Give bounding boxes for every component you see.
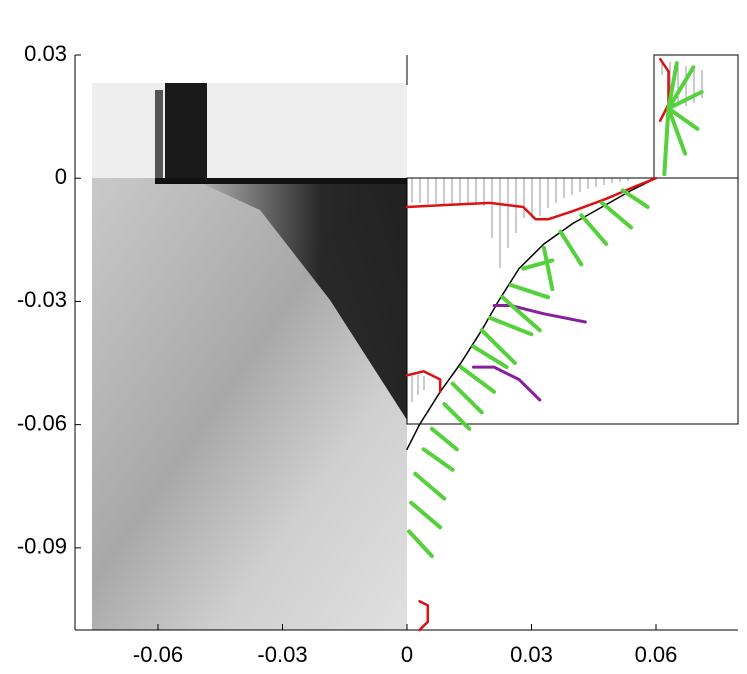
y-tick-label: 0.03 <box>24 41 67 66</box>
series-line <box>406 177 657 451</box>
series-line <box>407 61 704 559</box>
y-tick-label: -0.03 <box>17 287 67 312</box>
x-tick-label: 0.06 <box>635 642 678 667</box>
series-line <box>471 304 587 402</box>
photograph <box>92 83 407 630</box>
profiles <box>411 60 703 402</box>
x-tick-label: -0.06 <box>133 642 183 667</box>
y-tick-label: 0 <box>55 164 67 189</box>
y-tick-label: -0.06 <box>17 410 67 435</box>
series-line <box>405 57 670 632</box>
x-tick-label: 0.03 <box>510 642 553 667</box>
x-tick-label: 0 <box>401 642 413 667</box>
y-tick-label: -0.09 <box>17 534 67 559</box>
x-tick-label: -0.03 <box>257 642 307 667</box>
